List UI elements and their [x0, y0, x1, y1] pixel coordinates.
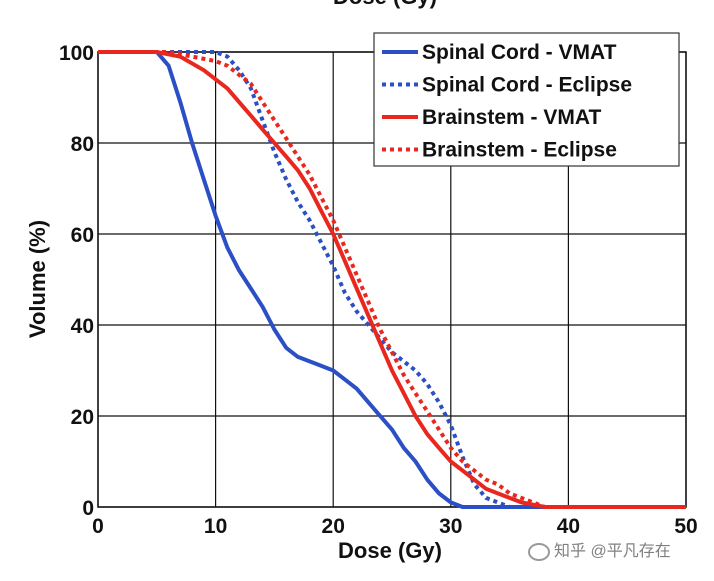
y-tick-label: 80 — [71, 133, 94, 156]
watermark: 知乎 @平凡存在 — [528, 537, 671, 561]
x-tick-label: 30 — [439, 515, 462, 538]
series-line-1 — [98, 50, 686, 509]
series-lines — [98, 50, 686, 509]
y-tick-label: 60 — [71, 224, 94, 247]
x-tick-label: 0 — [92, 515, 104, 538]
legend-label-4: Brainstem - Eclipse — [422, 139, 617, 162]
y-tick-label: 40 — [71, 315, 94, 338]
y-axis-title: Volume (%) — [25, 220, 50, 338]
y-tick-label: 20 — [71, 406, 94, 429]
y-tick-label: 0 — [82, 497, 94, 520]
series-line-2 — [98, 50, 686, 509]
chat-bubble-icon — [528, 542, 550, 561]
x-axis-title: Dose (Gy) — [338, 538, 442, 563]
x-tick-label: 20 — [322, 515, 345, 538]
legend-label-2: Spinal Cord - Eclipse — [422, 74, 632, 97]
legend-label-3: Brainstem - VMAT — [422, 106, 601, 129]
series-line-3 — [98, 50, 686, 509]
tick-labels: 0 10 20 30 40 50 0 20 40 60 80 100 — [59, 42, 698, 538]
top-cropped-label: Dose (Gy) — [333, 0, 437, 9]
x-tick-label: 50 — [674, 515, 697, 538]
x-tick-label: 10 — [204, 515, 227, 538]
x-tick-label: 40 — [557, 515, 580, 538]
legend: Spinal Cord - VMAT Spinal Cord - Eclipse B… — [373, 32, 680, 167]
legend-label-1: Spinal Cord - VMAT — [422, 41, 617, 64]
watermark-text: 知乎 @平凡存在 — [554, 543, 671, 560]
y-tick-label: 100 — [59, 42, 94, 65]
series-line-4 — [98, 50, 686, 509]
legend-box — [373, 32, 680, 167]
